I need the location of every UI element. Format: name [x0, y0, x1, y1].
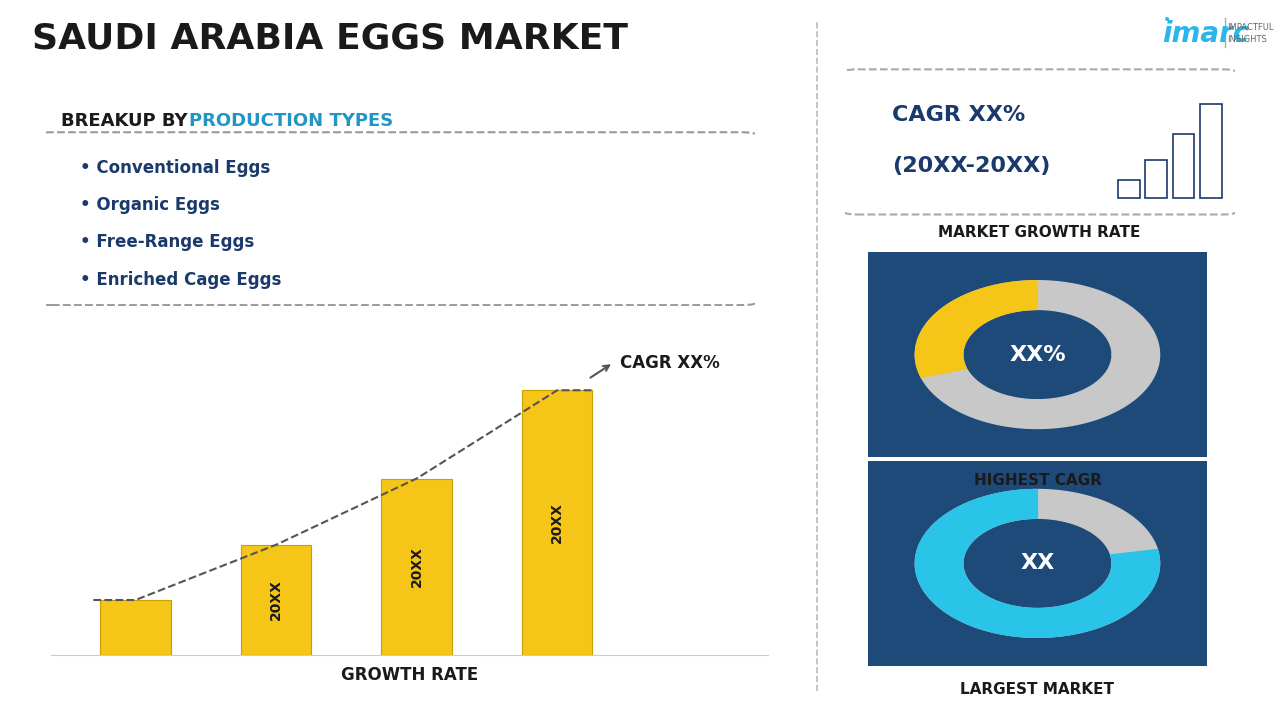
- Text: HIGHEST CAGR: HIGHEST CAGR: [974, 473, 1101, 488]
- FancyBboxPatch shape: [841, 69, 1239, 215]
- Bar: [522, 390, 593, 655]
- Text: • Free-Range Eggs: • Free-Range Eggs: [81, 233, 255, 251]
- Bar: [381, 479, 452, 655]
- Bar: [100, 600, 170, 655]
- Text: XX%: XX%: [1009, 345, 1066, 364]
- Text: SAUDI ARABIA EGGS MARKET: SAUDI ARABIA EGGS MARKET: [32, 22, 628, 55]
- Text: CAGR XX%: CAGR XX%: [621, 354, 721, 372]
- Text: CAGR XX%: CAGR XX%: [892, 104, 1025, 125]
- Circle shape: [966, 312, 1108, 397]
- Text: PRODUCTION TYPES: PRODUCTION TYPES: [189, 112, 394, 130]
- FancyBboxPatch shape: [35, 132, 759, 305]
- X-axis label: GROWTH RATE: GROWTH RATE: [340, 666, 479, 684]
- Text: LARGEST MARKET: LARGEST MARKET: [960, 682, 1115, 697]
- Polygon shape: [915, 281, 1038, 377]
- Bar: [1146, 160, 1167, 198]
- Text: IMPACTFUL
INSIGHTS: IMPACTFUL INSIGHTS: [1228, 23, 1274, 44]
- Polygon shape: [915, 490, 1160, 637]
- Text: 20XX: 20XX: [269, 580, 283, 621]
- Text: BREAKUP BY: BREAKUP BY: [61, 112, 195, 130]
- Bar: [1119, 180, 1139, 198]
- Text: •: •: [1162, 13, 1171, 27]
- Text: • Conventional Eggs: • Conventional Eggs: [81, 159, 270, 177]
- Text: imarc: imarc: [1162, 20, 1249, 48]
- Text: 20XX: 20XX: [550, 503, 564, 543]
- Text: (20XX-20XX): (20XX-20XX): [892, 156, 1050, 176]
- Circle shape: [966, 521, 1108, 606]
- Polygon shape: [915, 490, 1160, 637]
- FancyBboxPatch shape: [861, 248, 1213, 462]
- Bar: [1201, 104, 1221, 198]
- Text: • Organic Eggs: • Organic Eggs: [81, 197, 220, 215]
- Bar: [241, 545, 311, 655]
- Text: XX: XX: [1020, 554, 1055, 573]
- Text: 20XX: 20XX: [410, 546, 424, 588]
- Polygon shape: [915, 281, 1160, 428]
- FancyBboxPatch shape: [861, 456, 1213, 670]
- Text: MARKET GROWTH RATE: MARKET GROWTH RATE: [938, 225, 1140, 240]
- Bar: [1172, 135, 1194, 198]
- Text: • Enriched Cage Eggs: • Enriched Cage Eggs: [81, 271, 282, 289]
